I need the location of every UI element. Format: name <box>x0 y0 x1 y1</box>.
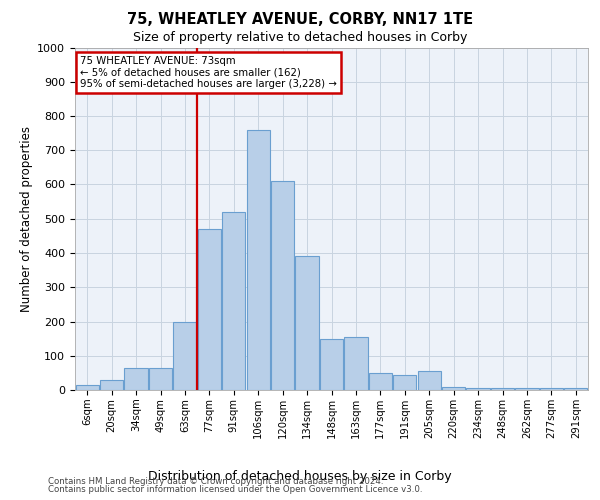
Y-axis label: Number of detached properties: Number of detached properties <box>20 126 33 312</box>
Text: Size of property relative to detached houses in Corby: Size of property relative to detached ho… <box>133 31 467 44</box>
Bar <box>247 130 270 390</box>
Text: Distribution of detached houses by size in Corby: Distribution of detached houses by size … <box>148 470 452 483</box>
Bar <box>515 388 539 390</box>
Text: 75, WHEATLEY AVENUE, CORBY, NN17 1TE: 75, WHEATLEY AVENUE, CORBY, NN17 1TE <box>127 12 473 26</box>
Bar <box>393 374 416 390</box>
Bar <box>540 388 563 390</box>
Bar <box>491 388 514 390</box>
Text: Contains HM Land Registry data © Crown copyright and database right 2024.: Contains HM Land Registry data © Crown c… <box>48 477 383 486</box>
Bar <box>149 368 172 390</box>
Bar <box>124 368 148 390</box>
Bar <box>320 338 343 390</box>
Bar <box>100 380 123 390</box>
Bar <box>418 371 441 390</box>
Bar <box>198 229 221 390</box>
Bar <box>442 386 465 390</box>
Bar <box>564 388 587 390</box>
Bar <box>173 322 197 390</box>
Text: Contains public sector information licensed under the Open Government Licence v3: Contains public sector information licen… <box>48 484 422 494</box>
Bar <box>76 385 99 390</box>
Bar <box>344 337 368 390</box>
Bar <box>369 373 392 390</box>
Bar <box>295 256 319 390</box>
Bar <box>466 388 490 390</box>
Bar <box>222 212 245 390</box>
Bar <box>271 181 294 390</box>
Text: 75 WHEATLEY AVENUE: 73sqm
← 5% of detached houses are smaller (162)
95% of semi-: 75 WHEATLEY AVENUE: 73sqm ← 5% of detach… <box>80 56 337 90</box>
